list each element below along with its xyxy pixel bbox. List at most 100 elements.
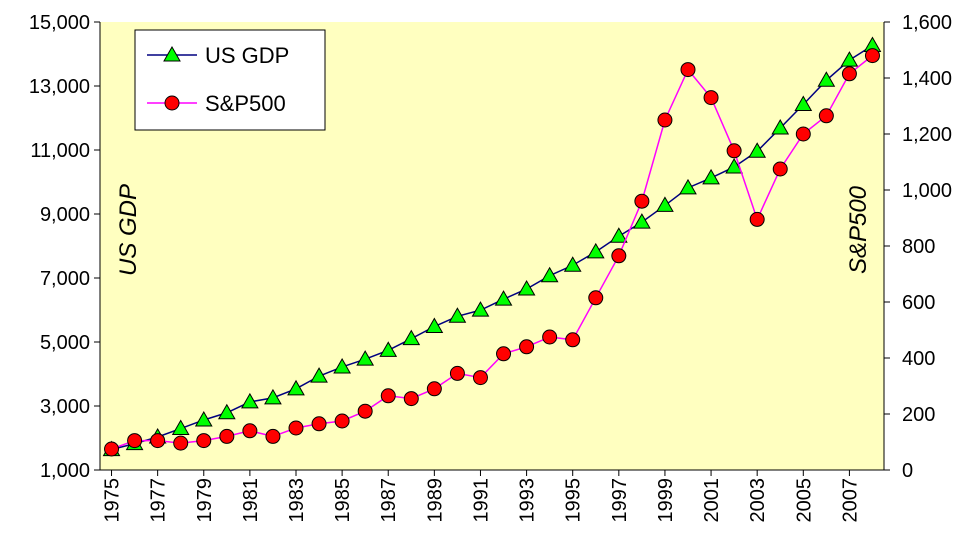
legend-label: S&P500 <box>205 91 286 116</box>
marker <box>196 433 212 449</box>
x-tick-label: 1979 <box>194 478 216 523</box>
marker <box>471 301 490 317</box>
y-tick-label: 3,000 <box>40 396 90 418</box>
marker <box>334 413 350 429</box>
marker <box>265 428 281 444</box>
x-tick-label: 1993 <box>517 478 539 523</box>
legend-label: US GDP <box>205 43 289 68</box>
marker <box>611 248 627 264</box>
marker <box>311 416 327 432</box>
marker <box>496 346 512 362</box>
series-line <box>111 44 873 451</box>
x-tick-label: 2003 <box>747 478 769 523</box>
marker <box>633 213 651 229</box>
y-tick-label: 13,000 <box>29 76 90 98</box>
y-tick-label: 7,000 <box>40 268 90 290</box>
y2-tick-label: 1,000 <box>902 180 952 202</box>
marker <box>771 119 790 135</box>
marker <box>794 95 813 111</box>
marker <box>494 290 513 306</box>
marker <box>726 143 742 159</box>
legend-box <box>134 29 326 131</box>
y2-tick-label: 800 <box>902 236 935 258</box>
marker <box>749 211 765 227</box>
marker <box>403 391 419 407</box>
y2-tick-label: 1,600 <box>902 12 952 34</box>
marker <box>817 71 836 87</box>
marker <box>217 403 236 420</box>
y-tick-label: 9,000 <box>40 204 90 226</box>
x-tick-label: 1995 <box>563 478 585 523</box>
x-tick-label: 1987 <box>378 478 400 523</box>
marker <box>840 51 859 67</box>
marker <box>680 62 696 78</box>
y-tick-label: 5,000 <box>40 332 90 354</box>
marker <box>588 290 604 306</box>
marker <box>333 357 351 374</box>
marker <box>219 428 235 444</box>
y-axis-label: US GDP <box>115 184 142 276</box>
marker <box>519 339 535 355</box>
x-tick-label: 1981 <box>240 478 262 523</box>
marker <box>241 392 259 409</box>
marker <box>795 126 811 142</box>
marker <box>517 279 536 296</box>
marker <box>242 423 258 439</box>
marker <box>748 142 767 158</box>
x-tick-label: 1975 <box>102 478 124 523</box>
marker <box>264 388 282 405</box>
marker <box>402 329 421 346</box>
x-tick-label: 1977 <box>148 478 170 523</box>
marker <box>380 388 396 404</box>
marker <box>357 403 373 419</box>
marker <box>609 227 628 243</box>
marker <box>634 193 650 209</box>
marker <box>563 256 582 272</box>
marker <box>448 307 467 323</box>
marker <box>679 178 697 195</box>
marker <box>818 108 834 124</box>
x-tick-label: 1985 <box>332 478 354 523</box>
x-tick-label: 1999 <box>655 478 677 523</box>
marker <box>150 433 166 449</box>
marker <box>104 441 120 457</box>
marker <box>449 365 465 381</box>
y2-axis-label: S&P500 <box>845 185 872 274</box>
marker <box>703 90 719 106</box>
marker <box>772 161 788 177</box>
series-line <box>111 55 873 450</box>
legend-marker <box>163 45 181 62</box>
marker <box>287 379 305 396</box>
x-tick-label: 1983 <box>286 478 308 523</box>
x-tick-label: 1997 <box>609 478 631 523</box>
marker <box>540 266 559 283</box>
marker <box>288 420 304 436</box>
marker <box>426 381 442 397</box>
marker <box>356 350 375 366</box>
marker <box>864 48 880 64</box>
marker <box>542 329 558 345</box>
marker <box>194 410 213 427</box>
y-tick-label: 15,000 <box>29 12 90 34</box>
marker <box>127 433 143 449</box>
y2-tick-label: 0 <box>902 460 913 482</box>
y2-tick-label: 1,200 <box>902 124 952 146</box>
marker <box>171 419 190 436</box>
marker <box>425 317 444 334</box>
marker <box>657 112 673 128</box>
x-tick-label: 2001 <box>701 478 723 523</box>
y-tick-label: 11,000 <box>30 140 90 162</box>
marker <box>379 341 398 357</box>
marker <box>586 242 605 259</box>
marker <box>565 332 581 348</box>
y2-tick-label: 600 <box>902 292 935 314</box>
legend-marker <box>164 95 180 111</box>
marker <box>841 66 857 82</box>
y2-tick-label: 200 <box>902 404 935 426</box>
marker <box>702 168 720 185</box>
x-tick-label: 2005 <box>793 478 815 523</box>
marker <box>725 157 743 174</box>
marker <box>472 370 488 386</box>
x-tick-label: 2007 <box>839 478 861 523</box>
